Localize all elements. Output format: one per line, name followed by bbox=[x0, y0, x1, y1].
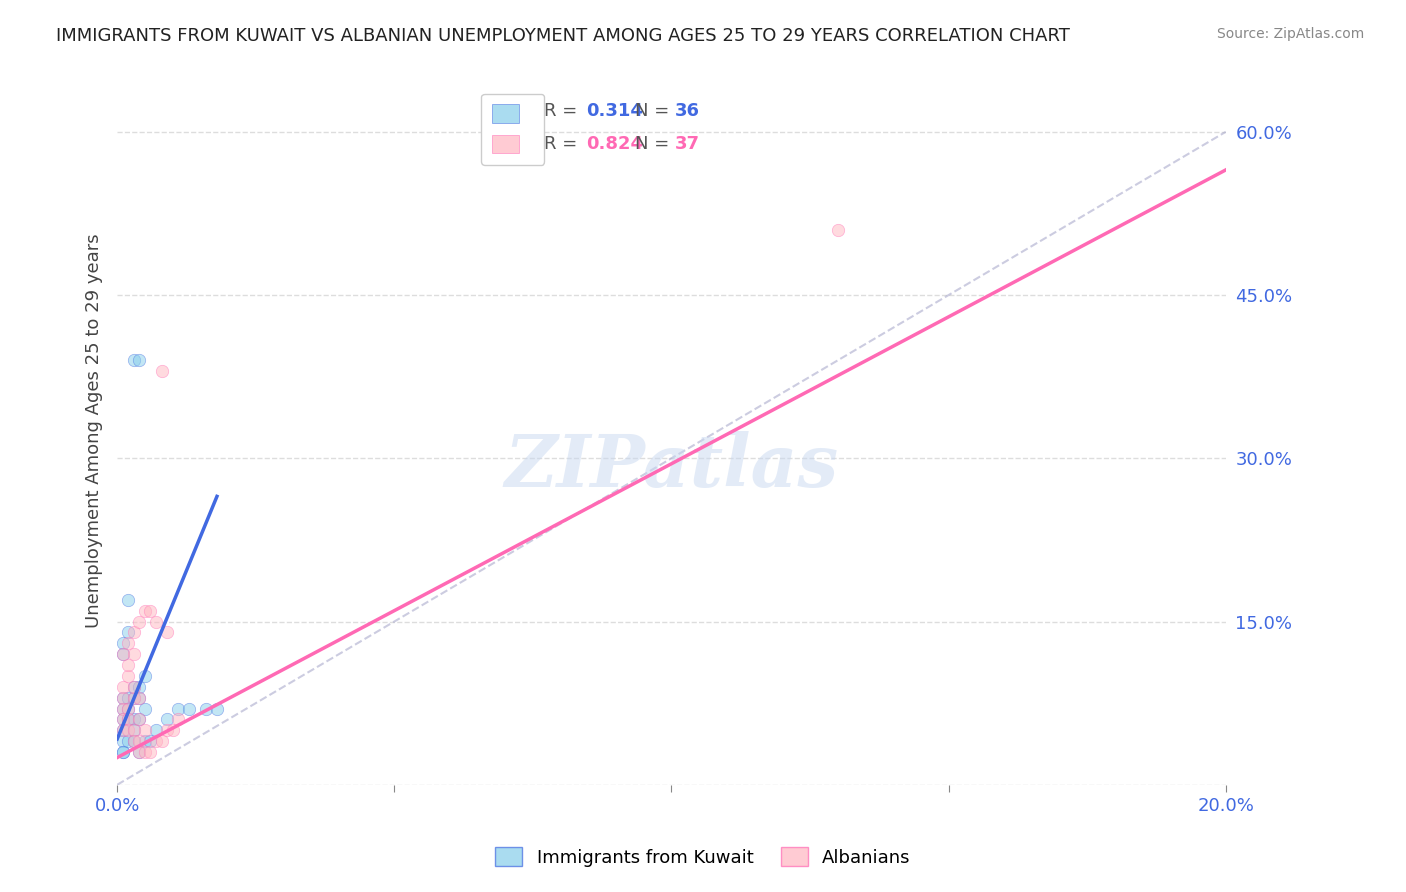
Point bbox=[134, 734, 156, 748]
Point bbox=[134, 745, 156, 759]
Point bbox=[117, 713, 139, 727]
Point bbox=[117, 669, 139, 683]
Point bbox=[139, 734, 162, 748]
Point bbox=[111, 734, 134, 748]
Point bbox=[117, 701, 139, 715]
Text: ZIPatlas: ZIPatlas bbox=[505, 431, 838, 502]
Point bbox=[162, 723, 184, 738]
Point bbox=[145, 723, 167, 738]
Point bbox=[117, 658, 139, 673]
Point bbox=[111, 723, 134, 738]
Point bbox=[122, 690, 145, 705]
Point bbox=[122, 680, 145, 694]
Point bbox=[117, 701, 139, 715]
Point bbox=[194, 701, 217, 715]
Point bbox=[156, 625, 179, 640]
Point bbox=[205, 701, 228, 715]
Point bbox=[122, 723, 145, 738]
Point bbox=[145, 734, 167, 748]
Point bbox=[122, 690, 145, 705]
Point bbox=[128, 615, 150, 629]
Point bbox=[150, 364, 173, 378]
Point bbox=[111, 713, 134, 727]
Point bbox=[122, 713, 145, 727]
Point bbox=[134, 669, 156, 683]
Point bbox=[117, 625, 139, 640]
Text: R =: R = bbox=[544, 136, 583, 153]
Point bbox=[128, 734, 150, 748]
Point bbox=[111, 690, 134, 705]
Point bbox=[128, 713, 150, 727]
Point bbox=[111, 745, 134, 759]
Point bbox=[167, 701, 190, 715]
Text: 36: 36 bbox=[675, 103, 700, 120]
Text: 0.314: 0.314 bbox=[586, 103, 643, 120]
Point bbox=[134, 604, 156, 618]
Text: N =: N = bbox=[636, 103, 675, 120]
Point bbox=[117, 723, 139, 738]
Point bbox=[150, 734, 173, 748]
Point bbox=[122, 734, 145, 748]
Point bbox=[139, 604, 162, 618]
Text: R =: R = bbox=[544, 103, 583, 120]
Point bbox=[827, 223, 849, 237]
Point bbox=[156, 713, 179, 727]
Text: IMMIGRANTS FROM KUWAIT VS ALBANIAN UNEMPLOYMENT AMONG AGES 25 TO 29 YEARS CORREL: IMMIGRANTS FROM KUWAIT VS ALBANIAN UNEMP… bbox=[56, 27, 1070, 45]
Point bbox=[128, 680, 150, 694]
Point bbox=[134, 701, 156, 715]
Point bbox=[111, 647, 134, 661]
Text: 0.824: 0.824 bbox=[586, 136, 643, 153]
Point bbox=[111, 701, 134, 715]
Text: Source: ZipAtlas.com: Source: ZipAtlas.com bbox=[1216, 27, 1364, 41]
Point bbox=[128, 690, 150, 705]
Point bbox=[122, 353, 145, 368]
Text: 37: 37 bbox=[675, 136, 700, 153]
Point bbox=[145, 615, 167, 629]
Point bbox=[122, 734, 145, 748]
Point bbox=[117, 636, 139, 650]
Point bbox=[117, 734, 139, 748]
Point bbox=[122, 680, 145, 694]
Point bbox=[111, 745, 134, 759]
Point bbox=[139, 745, 162, 759]
Point bbox=[111, 647, 134, 661]
Point bbox=[134, 723, 156, 738]
Point bbox=[122, 723, 145, 738]
Point bbox=[117, 592, 139, 607]
Text: N =: N = bbox=[636, 136, 675, 153]
Point bbox=[128, 713, 150, 727]
Point bbox=[167, 713, 190, 727]
Point bbox=[128, 745, 150, 759]
Point bbox=[179, 701, 201, 715]
Point bbox=[111, 723, 134, 738]
Point bbox=[111, 713, 134, 727]
Point bbox=[117, 690, 139, 705]
Point bbox=[122, 647, 145, 661]
Legend: Immigrants from Kuwait, Albanians: Immigrants from Kuwait, Albanians bbox=[488, 840, 918, 874]
Point bbox=[111, 636, 134, 650]
Point bbox=[111, 690, 134, 705]
Point bbox=[128, 745, 150, 759]
Point bbox=[117, 713, 139, 727]
Y-axis label: Unemployment Among Ages 25 to 29 years: Unemployment Among Ages 25 to 29 years bbox=[86, 234, 103, 628]
Point bbox=[128, 353, 150, 368]
Point bbox=[111, 680, 134, 694]
Point bbox=[156, 723, 179, 738]
Legend: , : , bbox=[481, 94, 544, 165]
Point bbox=[128, 690, 150, 705]
Point bbox=[111, 701, 134, 715]
Point bbox=[122, 625, 145, 640]
